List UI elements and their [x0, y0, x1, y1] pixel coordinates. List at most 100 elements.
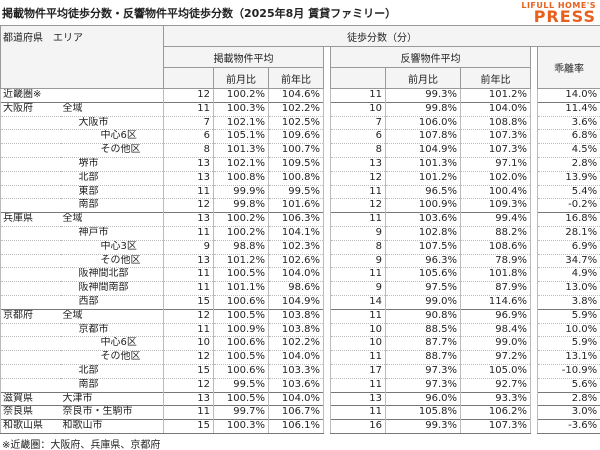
header-blank	[163, 67, 214, 89]
gap-rate-cell: 16.8%	[536, 212, 600, 227]
inquiry-minutes-cell: 10	[330, 322, 386, 337]
gap-rate-cell: -10.9%	[536, 363, 600, 379]
inquiry-mom-cell: 88.7%	[385, 350, 461, 365]
gap-rate-cell: 5.4%	[536, 184, 600, 199]
listed-minutes-cell: 11	[163, 322, 214, 337]
inquiry-mom-cell: 107.8%	[385, 129, 461, 144]
spacer	[530, 102, 538, 117]
spacer	[530, 309, 538, 324]
spacer	[530, 46, 538, 68]
listed-minutes-cell: 11	[163, 405, 214, 420]
listed-mom-cell: 100.5%	[213, 391, 269, 406]
inquiry-minutes-cell: 13	[330, 156, 386, 172]
spacer	[323, 102, 331, 117]
inquiry-yoy-cell: 104.0%	[460, 101, 531, 117]
table-row: 南部 12 99.8% 101.6% 12 100.9% 109.3% -0.2%	[0, 198, 600, 213]
inquiry-yoy-cell: 109.3%	[460, 198, 531, 213]
prefecture-cell	[0, 143, 61, 158]
inquiry-minutes-cell: 14	[330, 294, 386, 310]
spacer	[530, 350, 538, 365]
table-row: 兵庫県 全域 13 100.2% 106.3% 11 103.6% 99.4% 16.8%	[0, 212, 600, 227]
listed-mom-cell: 100.5%	[213, 267, 269, 282]
listed-yoy-cell: 103.8%	[268, 308, 324, 324]
spacer	[323, 378, 331, 393]
area-cell: 東部	[60, 184, 164, 199]
table-row: 東部 11 99.9% 99.5% 11 96.5% 100.4% 5.4%	[0, 184, 600, 199]
spacer	[530, 240, 538, 255]
spacer	[530, 129, 538, 144]
listed-mom-cell: 99.5%	[213, 377, 269, 393]
table-row: 大阪府 全域 11 100.3% 102.2% 10 99.8% 104.0% 11.4%	[0, 101, 600, 117]
header-listed: 掲載物件平均	[163, 46, 324, 68]
spacer	[530, 254, 538, 268]
prefecture-cell: 奈良県	[0, 405, 61, 420]
table-row: 大阪市 7 102.1% 102.5% 7 106.0% 108.8% 3.6%	[0, 115, 600, 130]
gap-rate-cell: 11.4%	[536, 101, 600, 117]
table-row: その他区 12 100.5% 104.0% 11 88.7% 97.2% 13.1%	[0, 350, 600, 365]
inquiry-yoy-cell: 88.2%	[460, 225, 531, 241]
gap-rate-cell: 4.9%	[536, 267, 600, 282]
listed-minutes-cell: 9	[163, 239, 214, 255]
listed-yoy-cell: 102.5%	[268, 115, 324, 130]
listed-yoy-cell: 102.6%	[268, 253, 324, 268]
inquiry-mom-cell: 103.6%	[385, 212, 461, 227]
gap-rate-cell: 3.6%	[536, 115, 600, 130]
inquiry-yoy-cell: 97.2%	[460, 350, 531, 365]
prefecture-cell	[0, 322, 61, 337]
listed-mom-cell: 99.8%	[213, 198, 269, 213]
listed-yoy-cell: 103.6%	[268, 377, 324, 393]
listed-yoy-cell: 109.6%	[268, 129, 324, 144]
listed-yoy-cell: 104.9%	[268, 294, 324, 310]
spacer	[530, 323, 538, 337]
area-cell: 全域	[60, 101, 164, 117]
inquiry-minutes-cell: 11	[330, 405, 386, 420]
header-blank	[330, 67, 386, 89]
inquiry-mom-cell: 96.5%	[385, 184, 461, 199]
inquiry-minutes-cell: 11	[330, 350, 386, 365]
inquiry-yoy-cell: 101.2%	[460, 88, 531, 103]
prefecture-cell	[0, 377, 61, 393]
area-cell: その他区	[60, 350, 164, 365]
area-cell: 全域	[60, 308, 164, 324]
spacer	[530, 67, 538, 89]
area-cell: 堺市	[60, 156, 164, 172]
area-cell: 中心6区	[60, 336, 164, 351]
gap-rate-cell: 2.8%	[536, 156, 600, 172]
table-row: 阪神間北部 11 100.5% 104.0% 11 105.6% 101.8% 4.9%	[0, 267, 600, 282]
listed-yoy-cell: 103.8%	[268, 322, 324, 337]
inquiry-minutes-cell: 7	[330, 115, 386, 130]
inquiry-yoy-cell: 92.7%	[460, 377, 531, 393]
inquiry-yoy-cell: 100.4%	[460, 184, 531, 199]
header-inquiry: 反響物件平均	[330, 46, 531, 68]
header-listed-yoy: 前年比	[268, 67, 324, 89]
spacer	[323, 88, 331, 103]
listed-minutes-cell: 11	[163, 267, 214, 282]
spacer	[530, 88, 538, 103]
spacer	[323, 295, 331, 310]
inquiry-minutes-cell: 11	[330, 308, 386, 324]
area-cell: 阪神間北部	[60, 267, 164, 282]
area-cell: 南部	[60, 198, 164, 213]
prefecture-cell: 大阪府	[0, 101, 61, 117]
listed-yoy-cell: 99.5%	[268, 184, 324, 199]
listed-mom-cell: 101.3%	[213, 143, 269, 158]
spacer	[323, 309, 331, 324]
listed-minutes-cell: 8	[163, 143, 214, 158]
listed-minutes-cell: 11	[163, 281, 214, 296]
inquiry-mom-cell: 106.0%	[385, 115, 461, 130]
spacer	[323, 67, 331, 89]
listed-mom-cell: 102.1%	[213, 156, 269, 172]
area-cell: 全域	[60, 212, 164, 227]
inquiry-minutes-cell: 9	[330, 225, 386, 241]
listed-yoy-cell: 106.7%	[268, 405, 324, 420]
prefecture-cell	[0, 198, 61, 213]
spacer	[530, 336, 538, 351]
listed-mom-cell: 100.2%	[213, 225, 269, 241]
table-row: 北部 15 100.6% 103.3% 17 97.3% 105.0% -10.9%	[0, 363, 600, 379]
prefecture-cell	[0, 350, 61, 365]
inquiry-minutes-cell: 11	[330, 377, 386, 393]
gap-rate-cell: 13.0%	[536, 281, 600, 296]
prefecture-cell	[0, 267, 61, 282]
area-cell: 大津市	[60, 391, 164, 406]
